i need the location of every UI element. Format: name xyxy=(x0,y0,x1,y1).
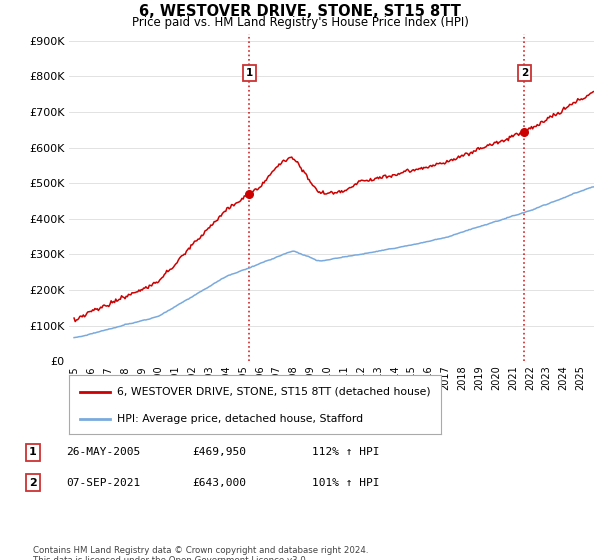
Text: 2: 2 xyxy=(521,68,528,78)
Text: 07-SEP-2021: 07-SEP-2021 xyxy=(66,478,140,488)
Text: HPI: Average price, detached house, Stafford: HPI: Average price, detached house, Staf… xyxy=(118,414,364,424)
Text: 1: 1 xyxy=(29,447,37,458)
Text: 112% ↑ HPI: 112% ↑ HPI xyxy=(312,447,380,458)
Text: £643,000: £643,000 xyxy=(192,478,246,488)
Text: 6, WESTOVER DRIVE, STONE, ST15 8TT (detached house): 6, WESTOVER DRIVE, STONE, ST15 8TT (deta… xyxy=(118,386,431,396)
Text: 101% ↑ HPI: 101% ↑ HPI xyxy=(312,478,380,488)
Text: 6, WESTOVER DRIVE, STONE, ST15 8TT: 6, WESTOVER DRIVE, STONE, ST15 8TT xyxy=(139,4,461,19)
Text: Contains HM Land Registry data © Crown copyright and database right 2024.
This d: Contains HM Land Registry data © Crown c… xyxy=(33,546,368,560)
Text: £469,950: £469,950 xyxy=(192,447,246,458)
Text: Price paid vs. HM Land Registry's House Price Index (HPI): Price paid vs. HM Land Registry's House … xyxy=(131,16,469,29)
Text: 2: 2 xyxy=(29,478,37,488)
Text: 1: 1 xyxy=(246,68,253,78)
Text: 26-MAY-2005: 26-MAY-2005 xyxy=(66,447,140,458)
